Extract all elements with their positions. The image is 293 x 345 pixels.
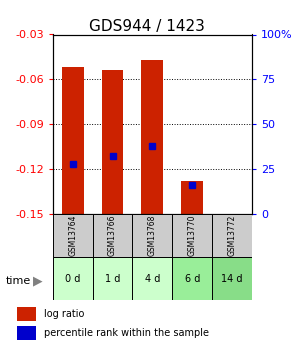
Text: percentile rank within the sample: percentile rank within the sample	[44, 328, 209, 338]
Text: 6 d: 6 d	[185, 274, 200, 284]
FancyBboxPatch shape	[172, 214, 212, 257]
Text: 0 d: 0 d	[65, 274, 80, 284]
FancyBboxPatch shape	[132, 257, 172, 300]
Bar	[142, 60, 163, 214]
Text: GDS944 / 1423: GDS944 / 1423	[88, 19, 205, 34]
Text: GSM13768: GSM13768	[148, 215, 157, 256]
FancyBboxPatch shape	[212, 214, 252, 257]
Text: 14 d: 14 d	[221, 274, 243, 284]
Bar	[62, 67, 84, 214]
FancyBboxPatch shape	[172, 257, 212, 300]
Text: GSM13770: GSM13770	[188, 215, 197, 256]
Text: 1 d: 1 d	[105, 274, 120, 284]
Bar	[102, 70, 123, 214]
FancyBboxPatch shape	[53, 214, 93, 257]
Bar	[17, 307, 36, 321]
FancyBboxPatch shape	[93, 257, 132, 300]
Text: 4 d: 4 d	[145, 274, 160, 284]
FancyBboxPatch shape	[53, 257, 93, 300]
Text: time: time	[6, 276, 31, 286]
Text: GSM13766: GSM13766	[108, 215, 117, 256]
Bar	[17, 326, 36, 339]
Text: log ratio: log ratio	[44, 309, 85, 319]
FancyBboxPatch shape	[212, 257, 252, 300]
FancyBboxPatch shape	[93, 214, 132, 257]
FancyBboxPatch shape	[132, 214, 172, 257]
Text: GSM13764: GSM13764	[68, 215, 77, 256]
Text: GSM13772: GSM13772	[228, 215, 236, 256]
Bar	[181, 181, 203, 214]
Text: ▶: ▶	[33, 275, 43, 288]
